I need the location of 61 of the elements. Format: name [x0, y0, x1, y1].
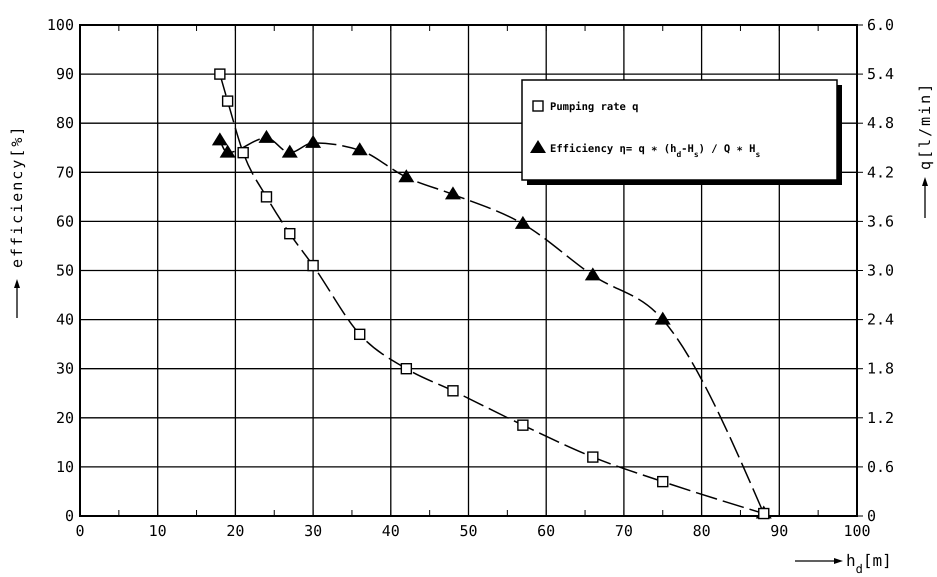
point	[214, 68, 226, 80]
x-tick-label: 60	[537, 522, 556, 540]
point	[258, 130, 274, 143]
y-tick-label: 50	[56, 262, 74, 280]
y2-tick-label: 1.8	[867, 360, 894, 378]
point	[514, 216, 531, 229]
x-tick-label: 90	[770, 522, 788, 540]
point	[398, 169, 414, 182]
x-tick-label: 40	[382, 522, 400, 540]
y2-tick-label: 2.4	[867, 310, 894, 329]
y-tick-label: 100	[46, 16, 74, 34]
y2-tick-label: 1.2	[867, 408, 894, 427]
point	[305, 134, 322, 148]
y-tick-label: 10	[56, 458, 74, 476]
point	[220, 144, 236, 158]
point	[282, 144, 298, 158]
point	[237, 146, 249, 158]
x-tick-label: 0	[75, 522, 85, 540]
x-tick-label: 30	[304, 522, 322, 540]
y-tick-label: 0	[64, 507, 74, 525]
point	[517, 419, 529, 431]
point	[352, 142, 368, 156]
point	[654, 312, 671, 325]
x-axis-title: h$_{d}$[m]	[846, 551, 892, 576]
x-tick-label: 100	[843, 522, 871, 540]
y-tick-label: 70	[56, 163, 74, 182]
point	[444, 186, 461, 200]
y-tick-label: 20	[56, 408, 74, 427]
x-tick-label: 70	[614, 522, 633, 540]
point	[212, 132, 228, 146]
x-tick-label: 10	[148, 522, 167, 540]
y2-tick-label: 3.0	[867, 262, 894, 280]
x-tick-label: 20	[226, 522, 244, 540]
legend-label: Pumping rate q	[550, 101, 639, 113]
point	[260, 191, 272, 203]
legend-label: Efficiency η= q ∗ (h$_{d}$-H$_{s}$) / Q ∗ H$_{s}$	[550, 143, 760, 158]
y2-tick-label: 0	[867, 507, 876, 525]
point	[447, 385, 459, 396]
y-tick-label: 30	[56, 360, 74, 378]
point	[284, 228, 296, 240]
y2-tick-label: 4.8	[867, 114, 894, 132]
point	[307, 260, 319, 272]
point	[354, 328, 366, 340]
y-tick-label: 40	[56, 310, 74, 329]
y-tick-label: 60	[56, 212, 74, 230]
point	[587, 451, 599, 463]
y2-tick-label: 0.6	[867, 458, 894, 476]
point	[400, 363, 412, 374]
x-tick-label: 50	[459, 522, 478, 540]
y-axis-title: efficiency[%]	[8, 124, 26, 268]
y2-axis-title: q[l/min]	[916, 82, 934, 170]
point	[584, 267, 601, 280]
point	[222, 95, 234, 107]
x-tick-label: 80	[692, 522, 711, 540]
y-tick-label: 90	[56, 65, 74, 84]
y-tick-label: 80	[56, 114, 74, 132]
y2-tick-label: 5.4	[867, 65, 894, 84]
y2-tick-label: 6.0	[867, 16, 894, 34]
y2-tick-label: 4.2	[867, 163, 894, 182]
point	[657, 476, 668, 488]
y2-tick-label: 3.6	[867, 212, 894, 230]
